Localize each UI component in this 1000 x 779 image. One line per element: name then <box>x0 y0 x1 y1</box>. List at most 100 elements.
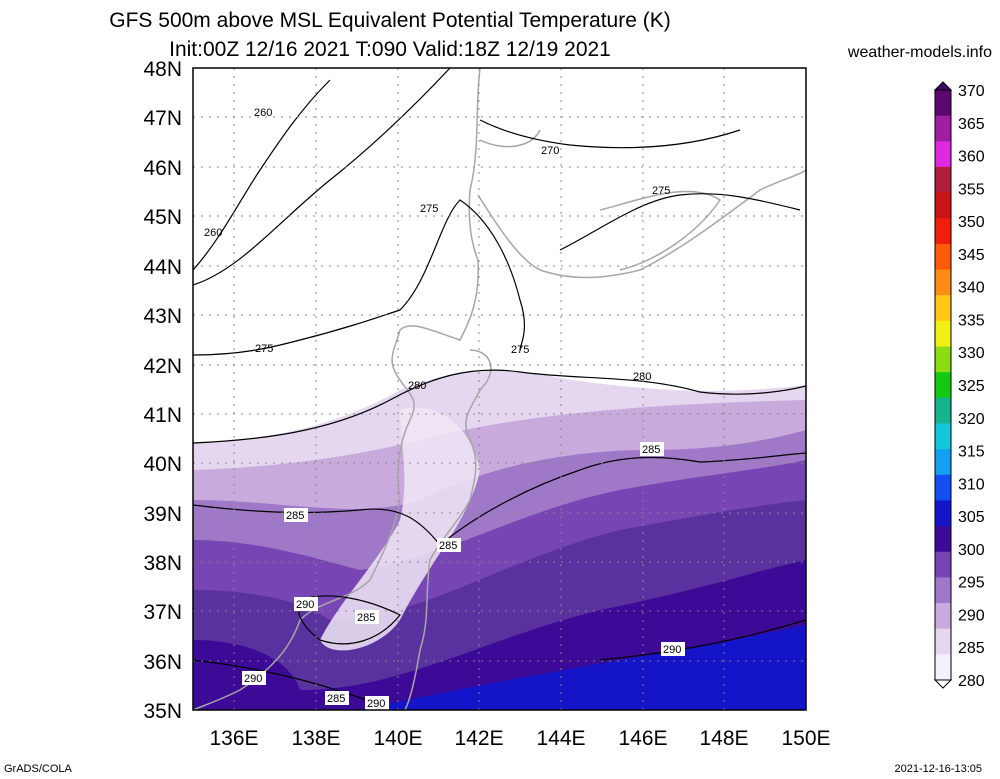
contour-label: 290 <box>367 698 385 710</box>
svg-text:148E: 148E <box>699 727 748 750</box>
colorbar-swatch <box>935 269 951 296</box>
contour-label: 290 <box>296 599 314 611</box>
colorbar-label: 295 <box>958 575 985 592</box>
colorbar-swatch <box>935 372 951 399</box>
contour-label: 285 <box>642 444 660 456</box>
svg-text:146E: 146E <box>618 727 667 750</box>
colorbar-swatch <box>935 320 951 348</box>
colorbar-swatch <box>935 192 951 219</box>
colorbar-label: 355 <box>958 181 985 198</box>
colorbar-label: 300 <box>958 542 985 559</box>
contour-label: 285 <box>286 510 304 522</box>
colorbar-swatch <box>935 577 951 604</box>
svg-text:37N: 37N <box>143 601 182 624</box>
footer-left: GrADS/COLA <box>4 763 72 775</box>
colorbar-label: 305 <box>958 509 985 526</box>
colorbar-swatch <box>935 141 951 168</box>
colorbar-label: 330 <box>958 345 985 362</box>
longitude-labels: 136E 138E 140E 142E 144E 146E 148E 150E <box>209 727 830 750</box>
latitude-labels: 48N 47N 46N 45N 44N 43N 42N 41N 40N 39N … <box>143 58 182 723</box>
svg-text:46N: 46N <box>143 157 182 180</box>
contour-label: 275 <box>420 203 438 215</box>
colorbar-swatch <box>935 551 951 578</box>
colorbar-label: 350 <box>958 214 985 231</box>
svg-text:140E: 140E <box>373 727 422 750</box>
colorbar-swatch <box>935 346 951 373</box>
colorbar-label: 315 <box>958 444 985 461</box>
svg-text:38N: 38N <box>143 552 182 575</box>
svg-text:150E: 150E <box>781 727 830 750</box>
svg-text:138E: 138E <box>291 727 340 750</box>
chart-title: GFS 500m above MSL Equivalent Potential … <box>109 9 671 32</box>
map-frame <box>192 67 807 711</box>
colorbar-labels: 370 365 360 355 350 345 340 335 330 325 320 315 310 3… <box>958 83 985 690</box>
contour-label: 275 <box>255 343 273 355</box>
colorbar-swatch <box>935 628 951 655</box>
colorbar-swatch <box>935 526 951 553</box>
chart-subtitle: Init:00Z 12/16 2021 T:090 Valid:18Z 12/1… <box>169 38 611 61</box>
contour-label: 260 <box>254 107 272 119</box>
colorbar-swatch <box>935 115 951 142</box>
colorbar-swatch <box>935 218 951 245</box>
colorbar-swatch <box>935 603 951 630</box>
colorbar-label: 280 <box>958 673 985 690</box>
svg-text:47N: 47N <box>143 107 182 130</box>
colorbar-swatch <box>935 500 951 527</box>
colorbar-bottom-arrow <box>933 679 953 689</box>
svg-text:44N: 44N <box>143 256 182 279</box>
colorbar-label: 285 <box>958 640 985 657</box>
contour-label: 270 <box>541 145 559 157</box>
colorbar-swatch <box>935 474 951 501</box>
theta-e-shading-294 <box>360 625 806 710</box>
contours <box>193 68 806 706</box>
map-area: 260 260 270 275 275 275 275 280 280 285 … <box>193 68 806 710</box>
contour-label: 285 <box>439 540 457 552</box>
coastlines <box>193 68 806 710</box>
svg-text:142E: 142E <box>454 727 503 750</box>
colorbar-swatch <box>935 90 951 117</box>
svg-text:144E: 144E <box>536 727 585 750</box>
colorbar-label: 360 <box>958 149 985 166</box>
svg-text:36N: 36N <box>143 651 182 674</box>
footer-right: 2021-12-16-13:05 <box>894 763 982 775</box>
colorbar-label: 370 <box>958 83 985 100</box>
contour-label: 275 <box>652 185 670 197</box>
svg-text:48N: 48N <box>143 58 182 81</box>
svg-text:39N: 39N <box>143 503 182 526</box>
gridlines <box>193 68 806 710</box>
contour-label: 285 <box>357 612 375 624</box>
colorbar-swatch <box>935 423 951 450</box>
colorbar-label: 335 <box>958 312 985 329</box>
contour-label: 290 <box>663 644 681 656</box>
site-name: weather-models.info <box>847 44 992 61</box>
contour-label: 280 <box>408 380 426 392</box>
contour-label: 275 <box>511 344 529 356</box>
contour-label: 285 <box>327 693 345 705</box>
colorbar-label: 290 <box>958 607 985 624</box>
contour-labels: 260 260 270 275 275 275 275 280 280 <box>204 107 670 392</box>
colorbar-swatch <box>935 397 951 424</box>
colorbar-swatch <box>935 654 951 681</box>
colorbar-label: 325 <box>958 378 985 395</box>
colorbar <box>934 89 952 681</box>
svg-text:40N: 40N <box>143 453 182 476</box>
colorbar-label: 340 <box>958 280 985 297</box>
svg-text:42N: 42N <box>143 355 182 378</box>
colorbar-label: 345 <box>958 247 985 264</box>
svg-text:43N: 43N <box>143 305 182 328</box>
colorbar-swatch <box>935 243 951 271</box>
colorbar-label: 365 <box>958 116 985 133</box>
contour-label: 280 <box>633 371 651 383</box>
colorbar-label: 320 <box>958 411 985 428</box>
contour-label: 290 <box>244 673 262 685</box>
colorbar-label: 310 <box>958 476 985 493</box>
svg-text:45N: 45N <box>143 206 182 229</box>
svg-text:35N: 35N <box>143 700 182 723</box>
svg-text:136E: 136E <box>209 727 258 750</box>
colorbar-swatch <box>935 295 951 322</box>
theta-e-light-band <box>320 407 480 651</box>
colorbar-swatch <box>935 166 951 194</box>
colorbar-top-arrow <box>933 81 953 91</box>
contour-label: 260 <box>204 227 222 239</box>
